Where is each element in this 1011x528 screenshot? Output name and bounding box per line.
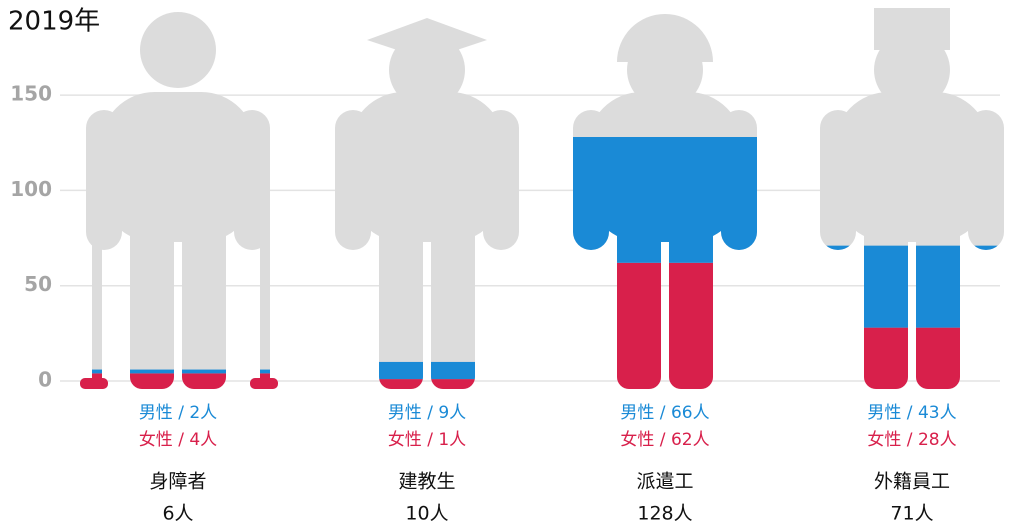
bar-segment xyxy=(573,137,757,263)
figure-part xyxy=(874,32,950,108)
bar-segment xyxy=(335,361,519,380)
value-label: 男性 / 66人 xyxy=(620,403,709,423)
category-label: 派遣工 xyxy=(636,471,693,493)
figure-part xyxy=(483,110,519,250)
value-label: 男性 / 9人 xyxy=(388,403,466,423)
figure xyxy=(820,32,1004,389)
cap xyxy=(367,18,487,60)
figure-part xyxy=(86,110,122,250)
category-label: 身障者 xyxy=(149,471,206,493)
figure-part xyxy=(820,110,856,250)
figure-part xyxy=(182,200,226,389)
total-label: 6人 xyxy=(162,503,193,525)
total-label: 10人 xyxy=(405,503,448,525)
figure-part xyxy=(92,200,102,389)
figure-part xyxy=(379,200,423,389)
figure xyxy=(335,32,519,389)
figure-part xyxy=(140,12,216,88)
value-label: 女性 / 62人 xyxy=(620,430,709,450)
total-label: 128人 xyxy=(637,503,692,525)
bar-segment xyxy=(80,369,278,374)
y-tick-label: 100 xyxy=(10,177,52,201)
value-label: 男性 / 43人 xyxy=(867,403,956,423)
figure-part xyxy=(260,200,270,389)
value-label: 女性 / 1人 xyxy=(388,430,466,450)
bar-segment xyxy=(573,262,757,389)
value-label: 女性 / 4人 xyxy=(139,430,217,450)
value-label: 女性 / 28人 xyxy=(867,430,956,450)
category-label: 建教生 xyxy=(398,471,455,493)
helmet xyxy=(617,14,713,62)
bar-segment xyxy=(820,327,1004,389)
chart-title: 2019年 xyxy=(8,7,100,37)
hat xyxy=(874,8,950,50)
figure-part xyxy=(349,92,505,242)
y-tick-label: 50 xyxy=(24,272,52,296)
total-label: 71人 xyxy=(890,503,933,525)
figure-part xyxy=(130,200,174,389)
category-label: 外籍員工 xyxy=(874,471,950,493)
y-tick-label: 0 xyxy=(38,368,52,392)
figure-part xyxy=(834,92,990,242)
figure xyxy=(80,12,278,389)
figure-part xyxy=(968,110,1004,250)
figure-part xyxy=(100,92,256,242)
value-label: 男性 / 2人 xyxy=(139,403,217,423)
bar-segment xyxy=(820,245,1004,328)
figure-part xyxy=(335,110,371,250)
y-tick-label: 150 xyxy=(10,82,52,106)
figure-part xyxy=(431,200,475,389)
